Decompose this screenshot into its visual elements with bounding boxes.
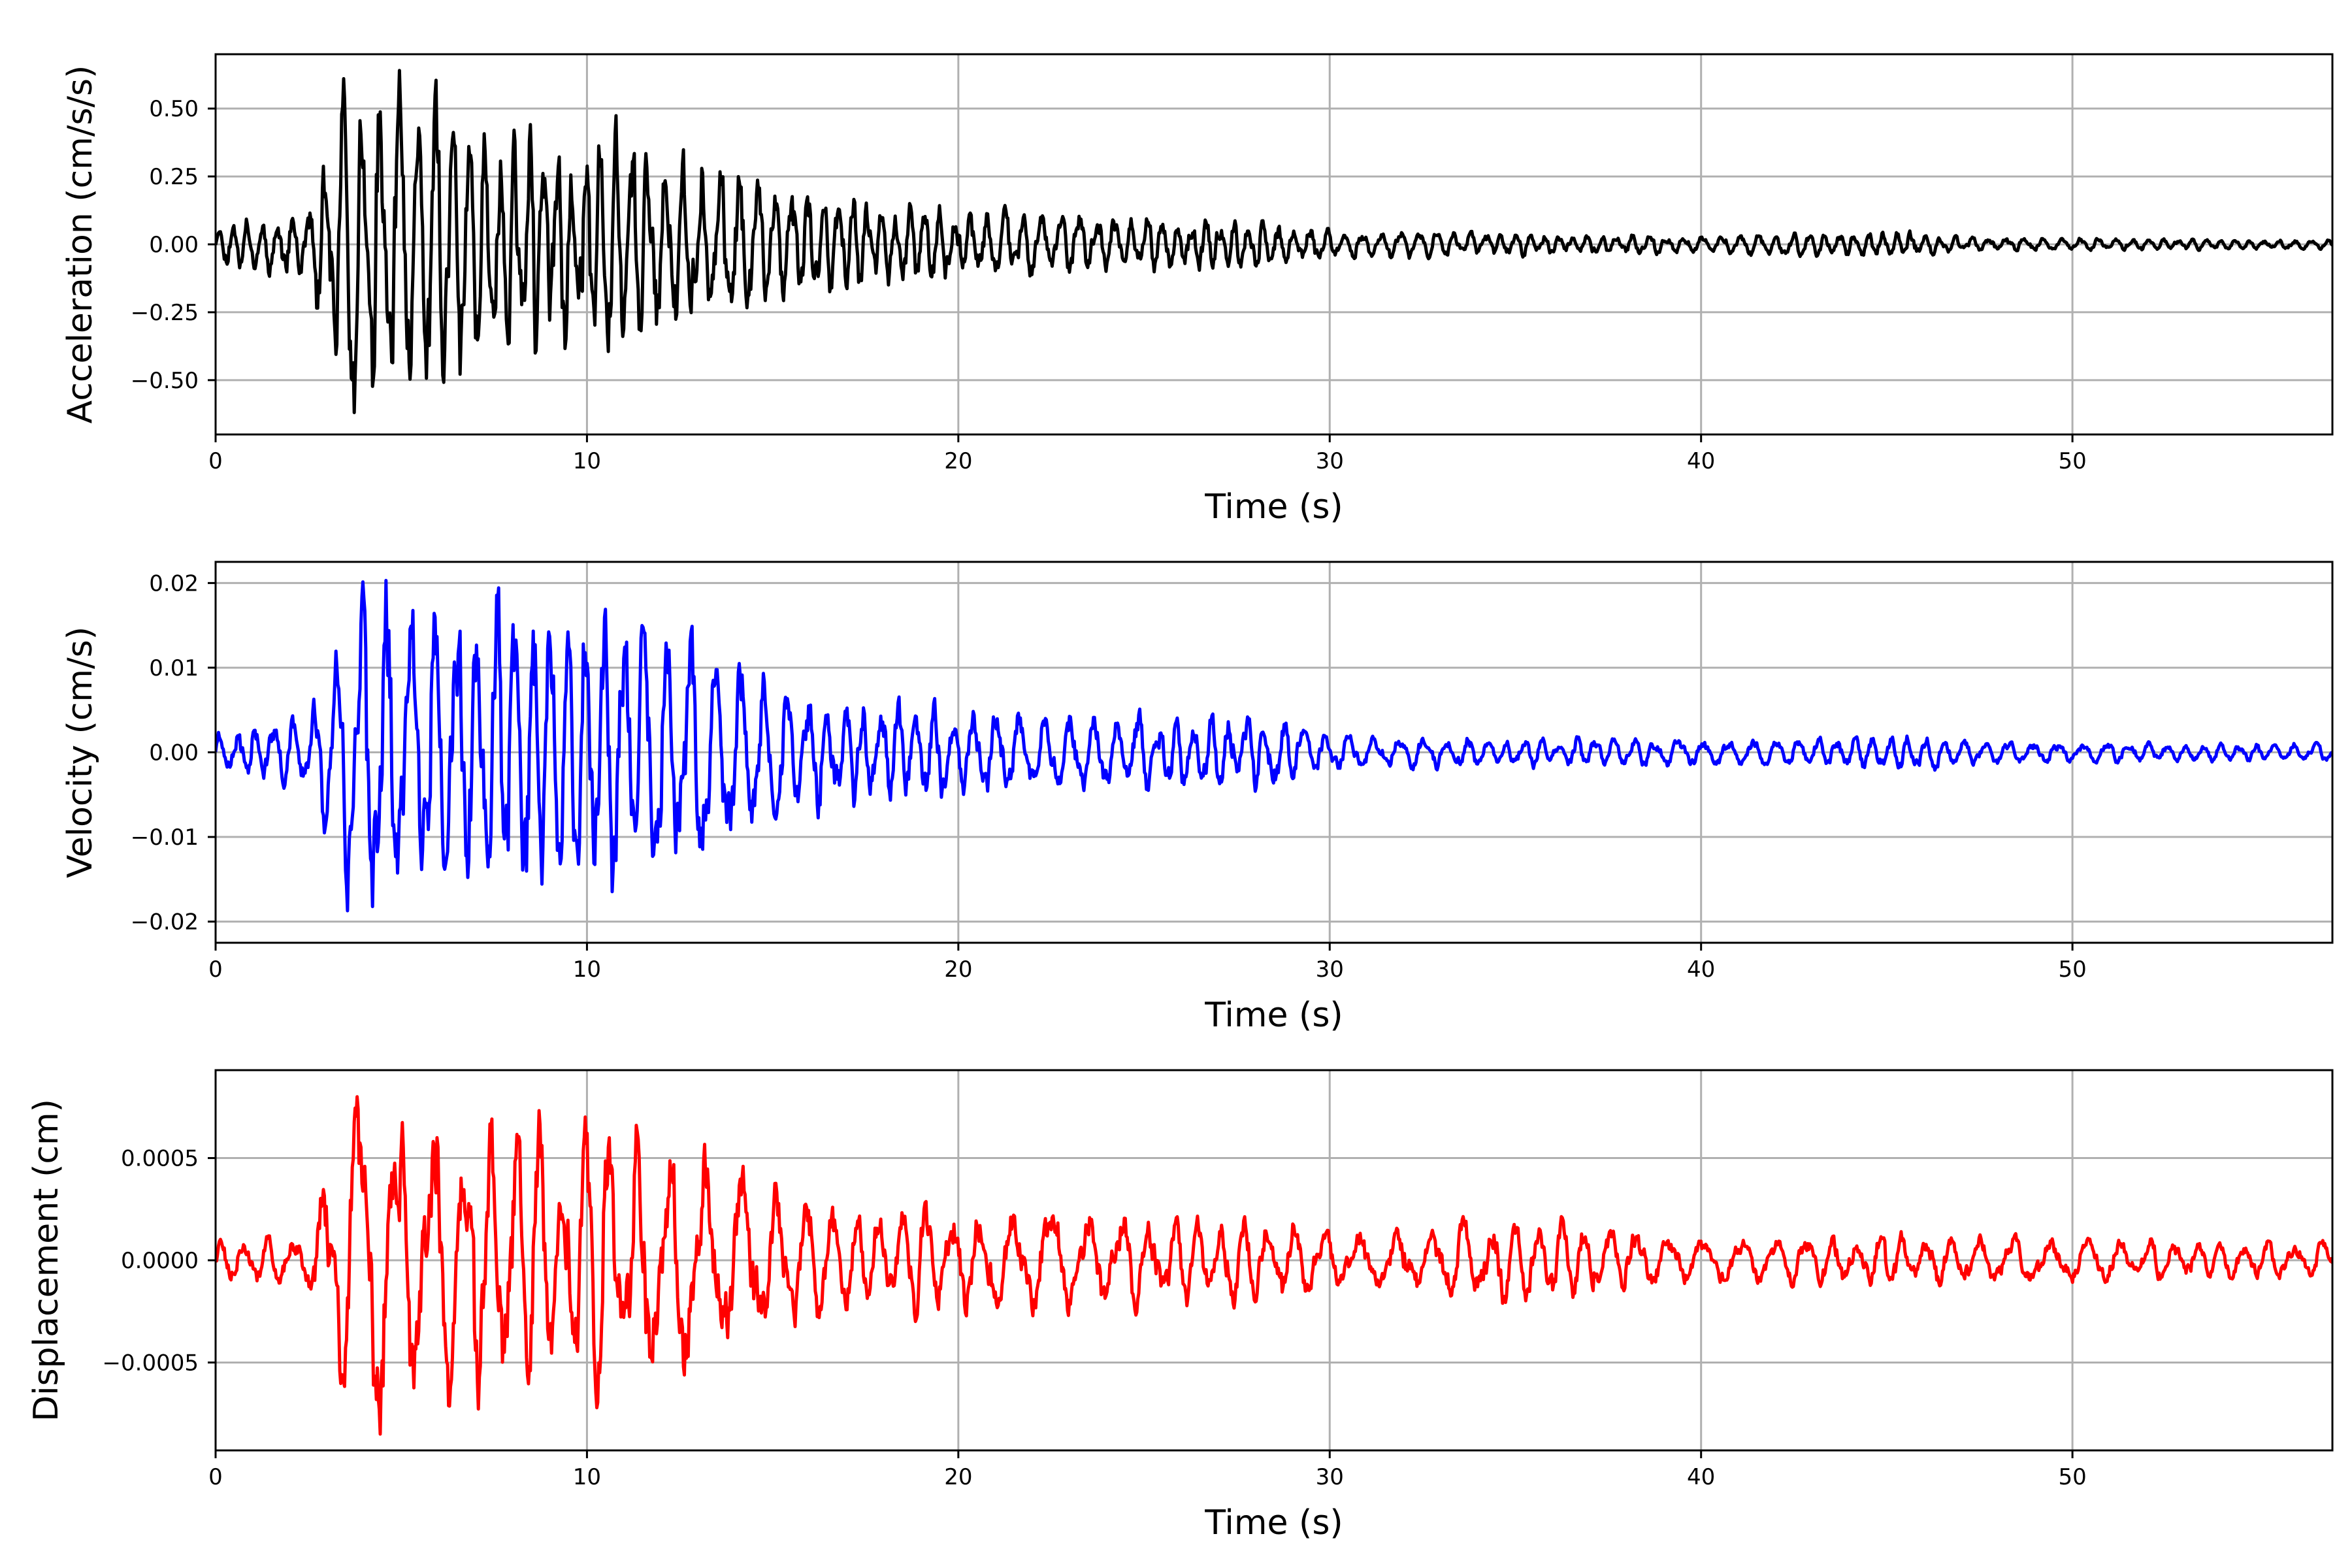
displacement-xtick-label-3: 30 (1316, 1464, 1344, 1490)
displacement-xtick-label-4: 40 (1687, 1464, 1715, 1490)
velocity-ytick-label-1: −0.01 (131, 825, 199, 851)
velocity-xtick-label-2: 20 (944, 956, 972, 983)
velocity-xtick-label-4: 40 (1687, 956, 1715, 983)
velocity-x-axis-label: Time (s) (1204, 996, 1343, 1035)
velocity-ytick-label-3: 0.01 (149, 655, 199, 681)
acceleration-xtick-label-2: 20 (944, 448, 972, 474)
acceleration-ytick-label-0: −0.50 (131, 368, 199, 394)
velocity-ytick-label-2: 0.00 (149, 740, 199, 766)
displacement-ytick-label-1: 0.0000 (121, 1248, 199, 1274)
displacement-ytick-label-2: 0.0005 (121, 1146, 199, 1172)
displacement-xtick-label-5: 50 (2058, 1464, 2086, 1490)
acceleration-xtick-label-5: 50 (2058, 448, 2086, 474)
velocity-ytick-label-4: 0.02 (149, 570, 199, 596)
acceleration-series-line (216, 69, 2332, 414)
displacement-xtick-label-1: 10 (573, 1464, 601, 1490)
acceleration-panel: 0 10 20 30 40 50 −0.50 −0.25 0.00 0.25 0.50 Time (s… (61, 53, 2334, 527)
displacement-xtick-label-2: 20 (944, 1464, 972, 1490)
acceleration-y-axis-label: Acceleration (cm/s/s) (61, 65, 100, 424)
velocity-series-line (216, 579, 2332, 913)
velocity-xtick-label-1: 10 (573, 956, 601, 983)
acceleration-ytick-label-2: 0.00 (149, 232, 199, 258)
acceleration-ytick-label-1: −0.25 (131, 300, 199, 326)
displacement-series-line (216, 1095, 2332, 1436)
acceleration-x-axis-label: Time (s) (1204, 487, 1343, 527)
displacement-xtick-label-0: 0 (208, 1464, 223, 1490)
velocity-panel: 0 10 20 30 40 50 −0.02 −0.01 0.00 0.01 0.02 Time (s… (61, 561, 2334, 1035)
displacement-panel: 0 10 20 30 40 50 −0.0005 0.0000 0.0005 Time (s) Di… (27, 1069, 2334, 1543)
displacement-ytick-label-0: −0.0005 (103, 1350, 199, 1376)
displacement-y-axis-label: Displacement (cm) (27, 1099, 66, 1422)
acceleration-xtick-label-0: 0 (208, 448, 223, 474)
velocity-y-axis-label: Velocity (cm/s) (61, 627, 100, 878)
acceleration-xtick-label-1: 10 (573, 448, 601, 474)
acceleration-xtick-label-4: 40 (1687, 448, 1715, 474)
velocity-xtick-label-0: 0 (208, 956, 223, 983)
velocity-xtick-label-5: 50 (2058, 956, 2086, 983)
acceleration-ytick-label-4: 0.50 (149, 96, 199, 122)
velocity-ytick-label-0: −0.02 (131, 909, 199, 936)
displacement-x-axis-label: Time (s) (1204, 1503, 1343, 1543)
acceleration-xtick-label-3: 30 (1316, 448, 1344, 474)
acceleration-ytick-label-3: 0.25 (149, 164, 199, 190)
velocity-xtick-label-3: 30 (1316, 956, 1344, 983)
